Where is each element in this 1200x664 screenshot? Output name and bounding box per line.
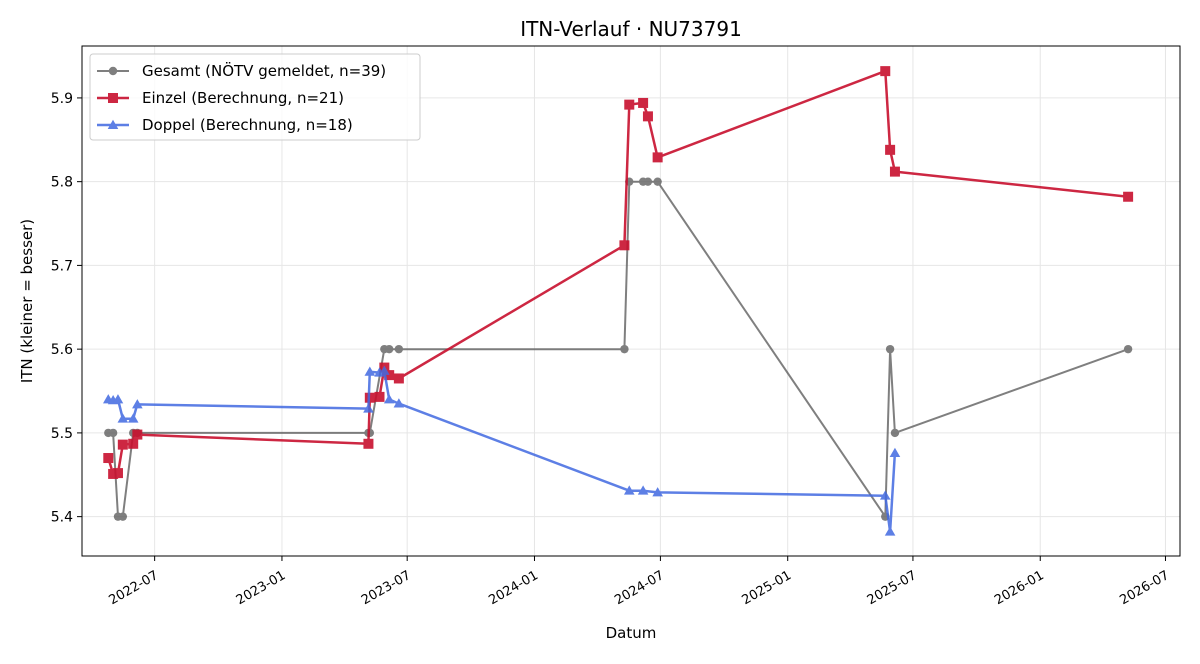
y-tick-label: 5.4 bbox=[51, 510, 73, 526]
data-point bbox=[884, 526, 896, 536]
data-point bbox=[379, 365, 390, 375]
plot-frame bbox=[81, 45, 1181, 557]
data-point bbox=[889, 447, 901, 457]
y-tick-label: 5.7 bbox=[51, 258, 73, 274]
legend-swatch bbox=[97, 93, 129, 103]
y-tick-label: 5.5 bbox=[51, 426, 73, 442]
data-point bbox=[374, 391, 385, 402]
y-axis-label: ITN (kleiner = besser) bbox=[18, 219, 36, 383]
legend-label: Doppel (Berechnung, n=18) bbox=[142, 116, 353, 134]
x-axis-label: Datum bbox=[606, 624, 657, 642]
y-tick-label: 5.6 bbox=[51, 342, 73, 358]
series-0 bbox=[104, 177, 1133, 521]
data-point bbox=[128, 438, 139, 449]
data-point bbox=[879, 490, 891, 500]
data-point bbox=[642, 111, 653, 122]
data-point bbox=[653, 177, 662, 186]
data-point bbox=[383, 394, 395, 404]
legend-label: Gesamt (NÖTV gemeldet, n=39) bbox=[142, 61, 386, 80]
data-point bbox=[127, 413, 139, 423]
data-point bbox=[384, 344, 394, 354]
data-point bbox=[384, 370, 395, 381]
series-layer bbox=[103, 66, 1134, 536]
data-point bbox=[117, 413, 129, 423]
data-point bbox=[885, 144, 896, 155]
legend-marker bbox=[107, 119, 119, 129]
data-point bbox=[638, 97, 649, 108]
data-point bbox=[132, 429, 143, 440]
series-line bbox=[108, 180, 1129, 518]
data-point bbox=[118, 512, 128, 521]
data-point bbox=[624, 99, 635, 110]
legend-marker bbox=[108, 66, 118, 76]
data-point bbox=[132, 399, 143, 409]
data-point bbox=[117, 439, 128, 450]
data-point bbox=[620, 344, 629, 354]
chart-title: ITN-Verlauf · NU73791 bbox=[520, 17, 742, 41]
data-point bbox=[652, 487, 663, 497]
data-point bbox=[393, 398, 405, 408]
series-2 bbox=[103, 365, 901, 536]
legend-label: Einzel (Berechnung, n=21) bbox=[142, 89, 344, 107]
data-point bbox=[393, 373, 404, 384]
data-point bbox=[637, 485, 649, 495]
legend-marker bbox=[108, 93, 118, 103]
legend-swatch bbox=[97, 119, 129, 129]
legend-swatch bbox=[97, 66, 129, 76]
data-point bbox=[890, 428, 900, 438]
data-point bbox=[363, 403, 374, 413]
data-point bbox=[619, 240, 630, 251]
data-point bbox=[1123, 191, 1134, 202]
data-point bbox=[889, 166, 900, 177]
data-point bbox=[112, 468, 123, 479]
data-point bbox=[103, 453, 114, 464]
data-point bbox=[652, 152, 663, 163]
data-point bbox=[1123, 344, 1133, 354]
data-point bbox=[623, 485, 635, 495]
legend-box bbox=[89, 53, 421, 141]
data-point bbox=[394, 344, 404, 354]
data-point bbox=[112, 394, 124, 404]
data-point bbox=[108, 428, 118, 438]
y-tick-label: 5.9 bbox=[51, 91, 73, 107]
data-point bbox=[363, 438, 374, 449]
legend: Gesamt (NÖTV gemeldet, n=39) Einzel (Bere… bbox=[89, 53, 421, 141]
data-point bbox=[364, 366, 376, 376]
series-1 bbox=[103, 66, 1134, 479]
data-point bbox=[885, 344, 895, 354]
y-tick-label: 5.8 bbox=[51, 175, 73, 191]
data-point bbox=[643, 177, 653, 186]
data-point bbox=[880, 66, 891, 77]
